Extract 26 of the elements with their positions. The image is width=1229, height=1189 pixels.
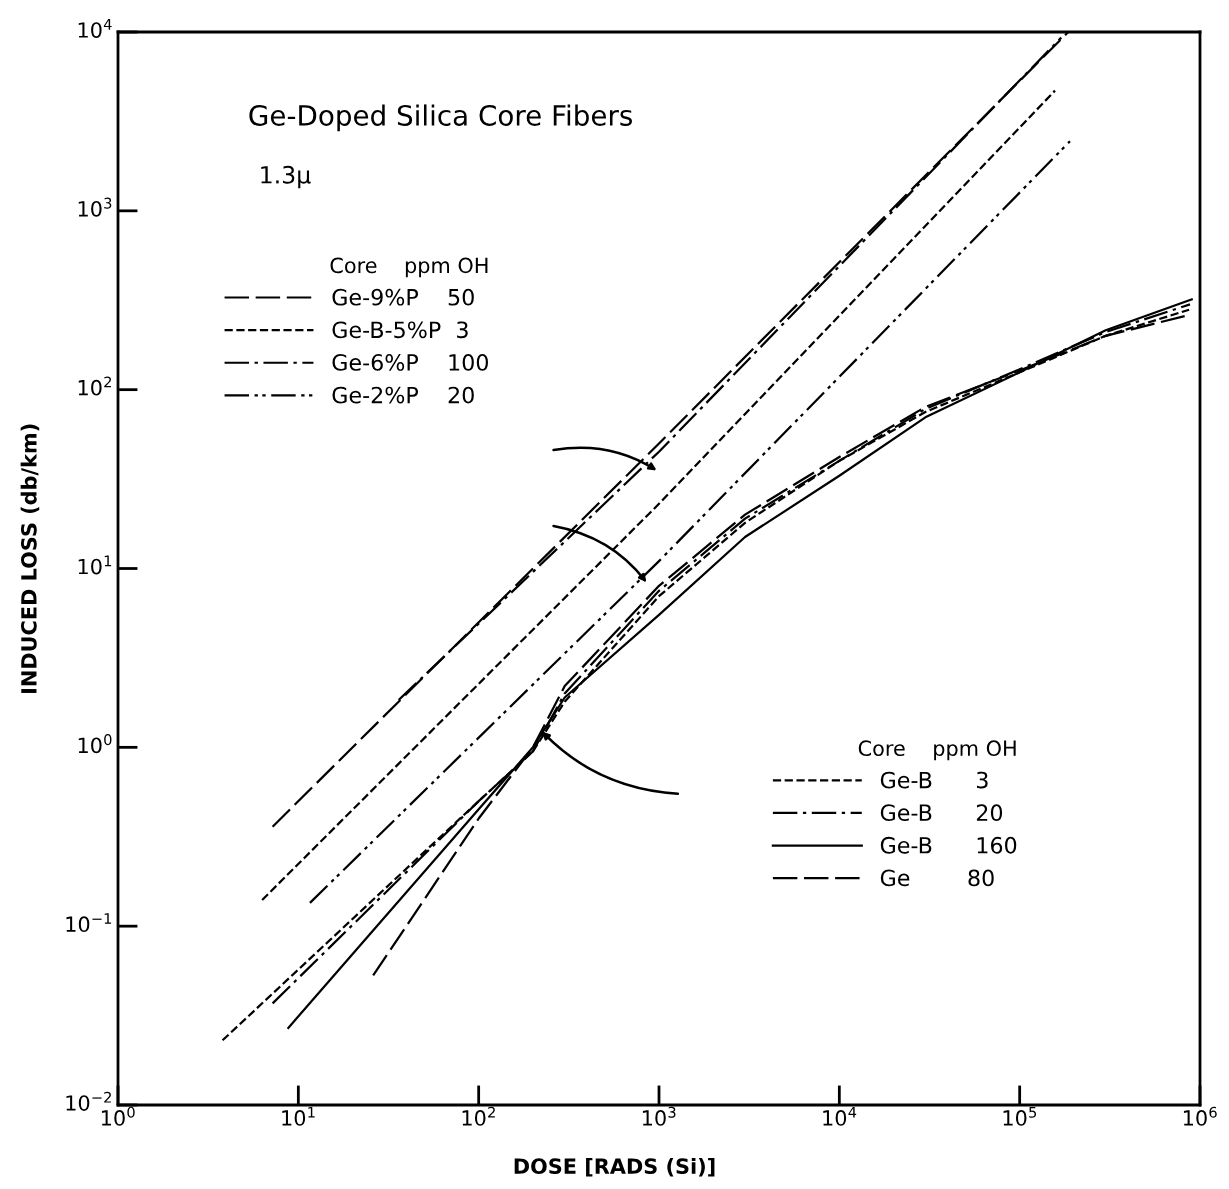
x-tick-label: 10$^{4}$ — [823, 1106, 857, 1126]
y-tick-label: 10$^{4}$ — [78, 19, 112, 38]
y-tick-label: 10$^{0}$ — [78, 734, 112, 754]
x-tick-label: 10$^{5}$ — [1003, 1106, 1037, 1126]
legend-label: Ge-2%P 20 — [332, 386, 474, 404]
legend-label: Ge-B 20 — [880, 804, 1003, 822]
y-axis-title: INDUCED LOSS (db/km) — [20, 424, 40, 693]
text: 1.3μ — [261, 165, 311, 189]
x-tick-label: 10$^{6}$ — [1183, 1106, 1217, 1126]
legend-label: Ge-6%P 100 — [332, 354, 488, 371]
legend-title: Core ppm OH — [330, 257, 488, 278]
x-tick-label: 10$^{2}$ — [462, 1106, 495, 1126]
text: Core ppm OH — [858, 740, 1016, 761]
legend-label: Ge-B-5%P 3 — [332, 321, 468, 339]
x-tick-label: 10$^{3}$ — [642, 1106, 676, 1126]
legend-label: Ge-B 3 — [880, 771, 988, 789]
y-tick-label: 10$^{2}$ — [78, 376, 111, 396]
y-tick-label: 10$^{3}$ — [78, 197, 112, 217]
legend-label: Ge-B 160 — [880, 836, 1017, 854]
x-tick-label: 10$^{1}$ — [282, 1106, 315, 1126]
text: Ge-Doped Silica Core Fibers — [249, 104, 632, 132]
y-tick-label: 10$^{−1}$ — [66, 913, 112, 933]
legend-label: Ge 80 — [880, 869, 994, 887]
y-tick-label: 10$^{1}$ — [78, 555, 112, 575]
x-axis-title: DOSE [RADS (Si)] — [514, 1157, 715, 1177]
legend-label: Ge-9%P 50 — [332, 288, 474, 306]
